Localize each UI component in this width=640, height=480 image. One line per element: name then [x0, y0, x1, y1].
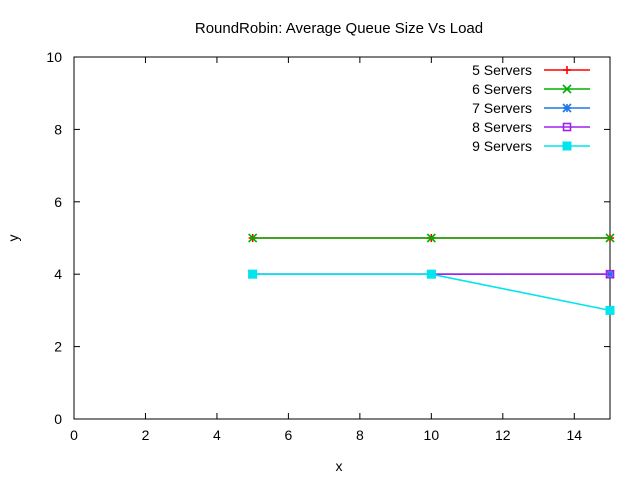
x-tick-label: 8	[356, 427, 364, 443]
data-point	[605, 269, 615, 279]
y-tick-label: 2	[54, 339, 62, 355]
y-axis-label: y	[5, 235, 21, 242]
x-tick-label: 14	[566, 427, 582, 443]
legend-marker	[562, 84, 572, 94]
x-axis-label: x	[336, 458, 343, 474]
x-tick-label: 2	[142, 427, 150, 443]
data-point	[248, 233, 258, 243]
y-tick-label: 8	[54, 121, 62, 137]
y-tick-label: 0	[54, 411, 62, 427]
x-tick-label: 12	[495, 427, 511, 443]
chart-title: RoundRobin: Average Queue Size Vs Load	[195, 20, 483, 37]
legend-label: 6 Servers	[472, 81, 532, 97]
data-point	[248, 269, 258, 279]
y-tick-label: 10	[46, 49, 62, 65]
legend-marker	[563, 66, 571, 74]
legend: 5 Servers 6 Servers 7 Servers 8 Servers 9 Se…	[472, 62, 590, 154]
series-line-5	[252, 273, 611, 312]
data-point	[605, 305, 615, 315]
data-point	[426, 269, 436, 279]
data-point	[605, 233, 615, 243]
data-point	[426, 233, 436, 243]
legend-label: 8 Servers	[472, 119, 532, 135]
x-tick-label: 6	[285, 427, 293, 443]
x-tick-label: 0	[70, 427, 78, 443]
y-tick-label: 6	[54, 194, 62, 210]
legend-marker	[562, 141, 572, 151]
legend-label: 7 Servers	[472, 100, 532, 116]
axis-ticks: 0 2 4 6 8 10 12 14 0 2 4 6 8 10	[46, 49, 610, 443]
series-layer	[248, 233, 615, 315]
legend-marker	[562, 122, 572, 132]
legend-marker	[562, 103, 572, 113]
y-tick-label: 4	[54, 266, 62, 282]
x-tick-label: 10	[424, 427, 440, 443]
legend-label: 9 Servers	[472, 138, 532, 154]
legend-label: 5 Servers	[472, 62, 532, 78]
x-tick-label: 4	[213, 427, 221, 443]
